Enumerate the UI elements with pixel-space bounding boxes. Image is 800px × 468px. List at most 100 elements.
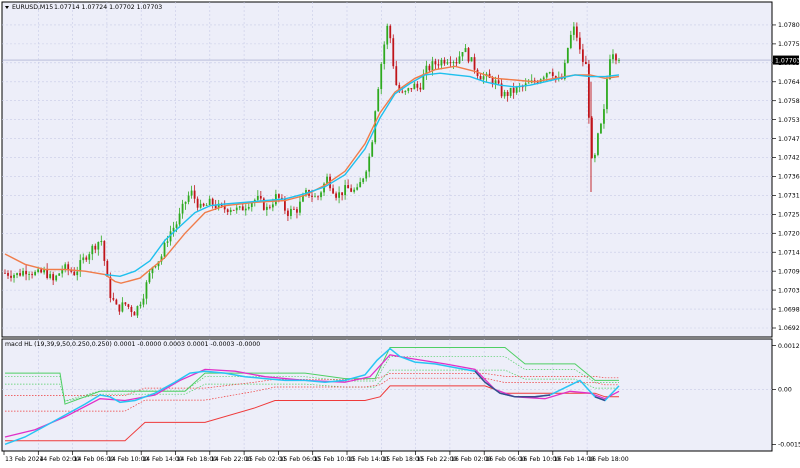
macd-negative-segment-2 [594, 396, 606, 402]
price-tick-label: 1.07530 [778, 117, 800, 124]
bull-candle [482, 76, 485, 80]
price-tick-label: 1.06925 [778, 325, 800, 332]
time-tick-label: 15 Feb 06:00 [279, 456, 320, 463]
bear-candle [296, 209, 298, 213]
bull-candle [503, 91, 506, 97]
bull-candle [157, 261, 160, 267]
price-tick-label: 1.07365 [778, 174, 800, 181]
caret-down-icon[interactable] [5, 6, 9, 9]
bull-candle [58, 273, 61, 276]
bull-candle [509, 87, 512, 96]
bull-candle [594, 154, 596, 159]
bull-candle [368, 156, 371, 172]
bull-candle [199, 203, 202, 208]
bear-candle [389, 25, 392, 39]
bull-candle [425, 65, 428, 75]
bull-candle [235, 207, 238, 211]
bull-candle [61, 269, 64, 274]
bull-candle [184, 201, 187, 204]
bear-candle [350, 188, 353, 192]
bull-candle [407, 88, 410, 91]
time-tick-label: 14 Feb 10:00 [108, 456, 149, 463]
bull-candle [163, 242, 166, 257]
bull-candle [359, 182, 362, 188]
time-tick-label: 16 Feb 14:00 [554, 456, 595, 463]
bear-candle [7, 272, 9, 276]
bull-candle [208, 198, 211, 206]
bull-candle [356, 187, 359, 190]
bull-candle [121, 302, 124, 312]
bull-candle [82, 257, 85, 261]
signal-line [4, 354, 620, 438]
bull-candle [446, 62, 449, 64]
bear-candle [67, 264, 70, 271]
time-tick-label: 14 Feb 06:00 [74, 456, 115, 463]
indicator-label: macd HL (19,39,9,50,0.250,0.250) 0.0001 … [5, 341, 260, 348]
bull-candle [323, 183, 325, 193]
bull-candle [431, 61, 434, 71]
bull-candle [64, 264, 67, 270]
bear-candle [46, 268, 49, 278]
bear-candle [196, 198, 199, 208]
bear-candle [262, 198, 265, 210]
bull-candle [100, 240, 103, 243]
bull-candle [247, 207, 250, 209]
bull-candle [461, 52, 464, 57]
time-tick-label: 14 Feb 22:00 [211, 456, 252, 463]
bear-candle [473, 57, 476, 70]
fast-moving-average-line [104, 72, 620, 278]
bear-candle [259, 195, 262, 199]
bull-candle [28, 274, 30, 275]
upper-dotted-line-2 [5, 369, 619, 402]
header: EURUSD,M15 1.07714 1.07724 1.07702 1.077… [5, 4, 260, 348]
bear-candle [497, 80, 500, 84]
bull-candle [377, 89, 380, 112]
bear-candle [428, 65, 431, 71]
bull-candle [49, 274, 52, 278]
time-tick-label: 16 Feb 18:00 [588, 456, 629, 463]
bull-candle [404, 90, 407, 93]
upper-band-line [5, 347, 619, 405]
bull-candle [55, 275, 58, 281]
bear-candle [4, 272, 6, 274]
time-tick-label: 15 Feb 22:00 [417, 456, 458, 463]
bull-candle [151, 267, 154, 274]
bull-candle [413, 83, 416, 90]
bull-candle [205, 205, 208, 206]
bull-candle [34, 271, 36, 276]
time-tick-label: 14 Feb 02:00 [39, 456, 80, 463]
bull-candle [548, 72, 551, 74]
bear-candle [112, 298, 115, 300]
bear-candle [434, 61, 437, 65]
bear-candle [479, 76, 482, 80]
bear-candle [591, 117, 593, 159]
grid-lines [2, 2, 772, 451]
time-tick-label: 15 Feb 14:00 [348, 456, 389, 463]
bear-candle [133, 312, 136, 316]
bull-candle [175, 224, 178, 228]
bull-candle [250, 202, 253, 208]
bull-candle [148, 273, 151, 283]
bear-candle [130, 306, 133, 313]
bear-candle [31, 274, 33, 276]
bull-candle [16, 273, 18, 276]
bull-candle [79, 260, 82, 272]
bull-candle [380, 63, 383, 90]
bull-candle [422, 74, 425, 90]
bull-candle [91, 245, 94, 255]
bull-candle [572, 26, 575, 35]
bear-candle [94, 245, 97, 250]
bear-candle [437, 64, 440, 66]
bear-candle [40, 269, 43, 273]
bear-candle [554, 75, 557, 79]
bull-candle [256, 195, 259, 200]
bull-candle [470, 57, 473, 62]
bull-candle [178, 213, 181, 225]
bear-candle [106, 260, 109, 277]
bear-candle [118, 304, 121, 312]
bull-candle [37, 269, 40, 272]
bear-candle [317, 196, 319, 198]
